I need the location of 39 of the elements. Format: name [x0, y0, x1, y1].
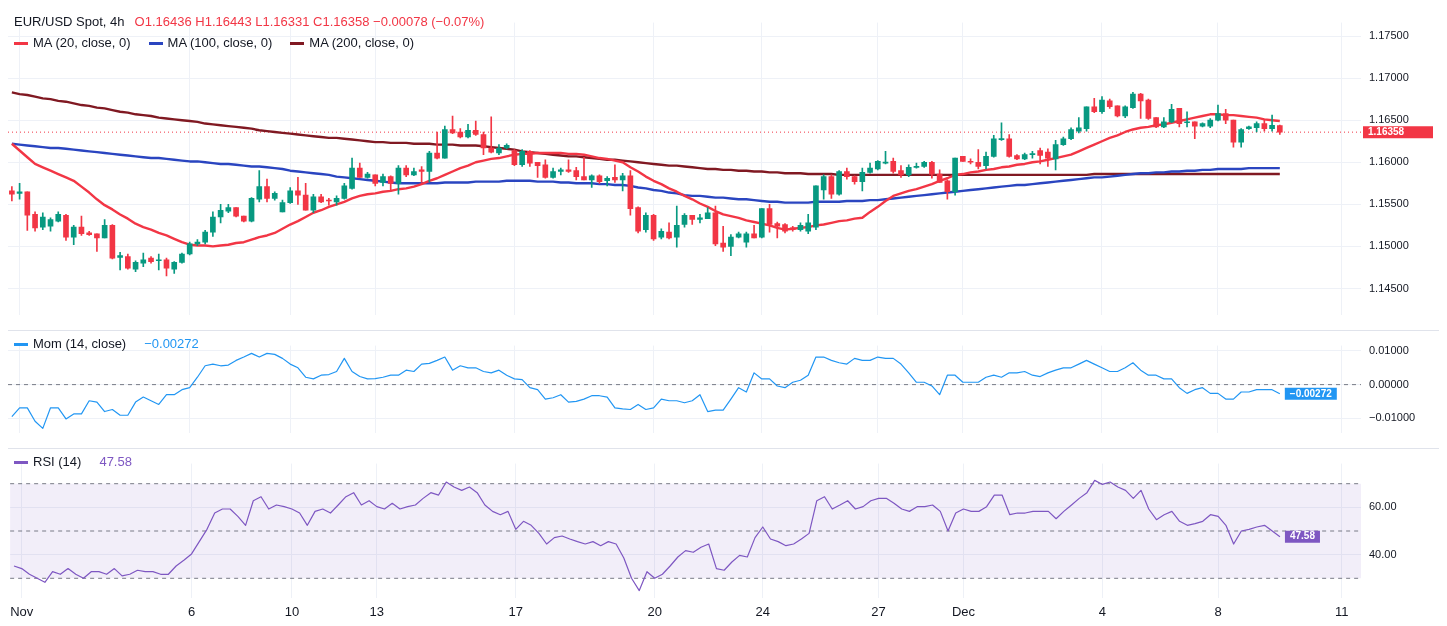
y-tick-label: 1.16500: [1369, 113, 1409, 126]
data-label: −0.00272: [1289, 387, 1333, 399]
y-tick-label: 1.17000: [1369, 71, 1409, 84]
x-tick-label: 17: [508, 603, 523, 619]
y-tick-label: 60.00: [1369, 500, 1397, 513]
x-tick-label: 13: [369, 603, 385, 619]
x-tick-label: Dec: [951, 603, 976, 619]
x-tick-label: 8: [1214, 603, 1222, 619]
text: 47.58: [99, 454, 132, 469]
y-tick-label: −0.01000: [1369, 411, 1416, 424]
text: −0.00272: [144, 336, 199, 351]
x-tick-label: 24: [755, 603, 770, 619]
candlestick: [117, 251, 123, 271]
x-tick-label: 4: [1098, 603, 1107, 619]
x-tick-label: 6: [187, 603, 196, 619]
legend-label: Mom (14, close): [33, 335, 127, 353]
x-tick-label: 11: [1334, 603, 1349, 619]
legend-label: MA (200, close, 0): [309, 34, 415, 52]
x-tick-label: 20: [647, 603, 662, 619]
legend-label: RSI (14): [33, 453, 82, 471]
y-tick-label: 1.16000: [1369, 155, 1409, 168]
candlestick: [960, 156, 966, 162]
y-tick-label: 40.00: [1369, 547, 1397, 560]
chart-title: EUR/USD Spot, 4h: [14, 14, 125, 29]
x-tick-label: Nov: [10, 603, 34, 619]
data-label: 47.58: [1289, 530, 1316, 542]
y-tick-label: 1.17500: [1369, 29, 1409, 42]
legend-label: MA (100, close, 0): [167, 34, 273, 52]
y-tick-label: 0.01000: [1369, 344, 1409, 357]
x-tick-label: 10: [284, 603, 300, 619]
x-tick-label: 27: [871, 603, 886, 619]
chart-subtitle: O1.16436 H1.16443 L1.16331 C1.16358 −0.00078 (−0.07%): [134, 14, 485, 29]
y-tick-label: 1.15000: [1369, 239, 1409, 252]
y-tick-label: 1.15500: [1369, 197, 1409, 210]
y-tick-label: 0.00000: [1369, 377, 1409, 390]
legend-label: MA (20, close, 0): [33, 34, 131, 52]
candlestick: [697, 214, 703, 224]
y-tick-label: 1.14500: [1369, 281, 1409, 294]
ref-line-label: 1.16358: [1368, 125, 1405, 137]
